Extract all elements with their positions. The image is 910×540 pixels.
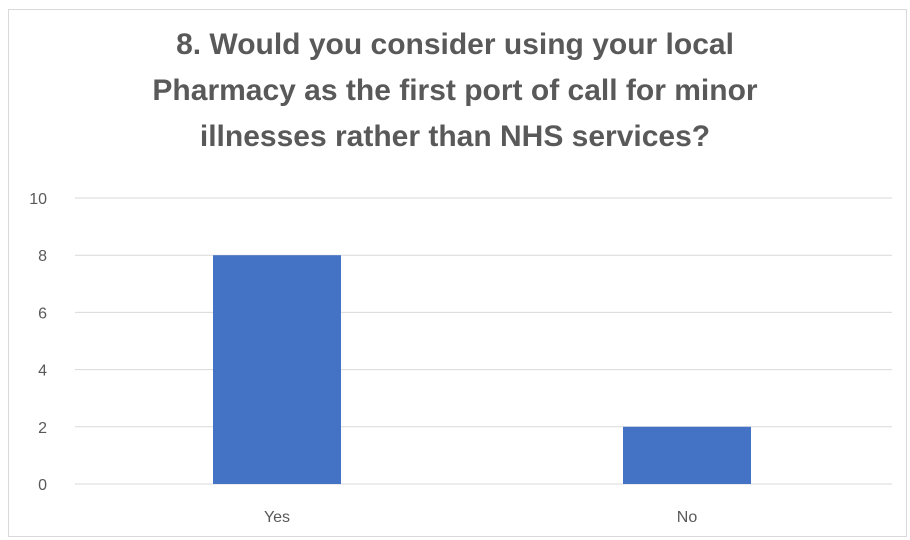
bars [213,255,751,484]
chart-title-line-1: 8. Would you consider using your local [176,28,734,61]
chart-title: 8. Would you consider using your local P… [0,22,910,160]
bar-no [623,426,751,484]
y-tick-label: 2 [38,420,47,437]
y-tick-label: 6 [38,305,47,322]
y-tick-label: 0 [38,477,47,494]
chart-frame [8,9,907,537]
chart-title-line-3: illnesses rather than NHS services? [199,120,711,153]
x-axis-tick-labels: Yes No [264,509,697,526]
bar-yes [213,255,341,484]
y-axis-tick-labels: 0 2 4 6 8 10 [29,191,47,494]
gridlines [75,197,892,485]
y-tick-label: 4 [38,363,47,380]
y-tick-label: 10 [29,191,47,208]
x-tick-label-yes: Yes [264,509,290,526]
chart-title-line-2: Pharmacy as the first port of call for m… [152,74,758,107]
x-tick-label-no: No [677,509,698,526]
y-tick-label: 8 [38,248,47,265]
